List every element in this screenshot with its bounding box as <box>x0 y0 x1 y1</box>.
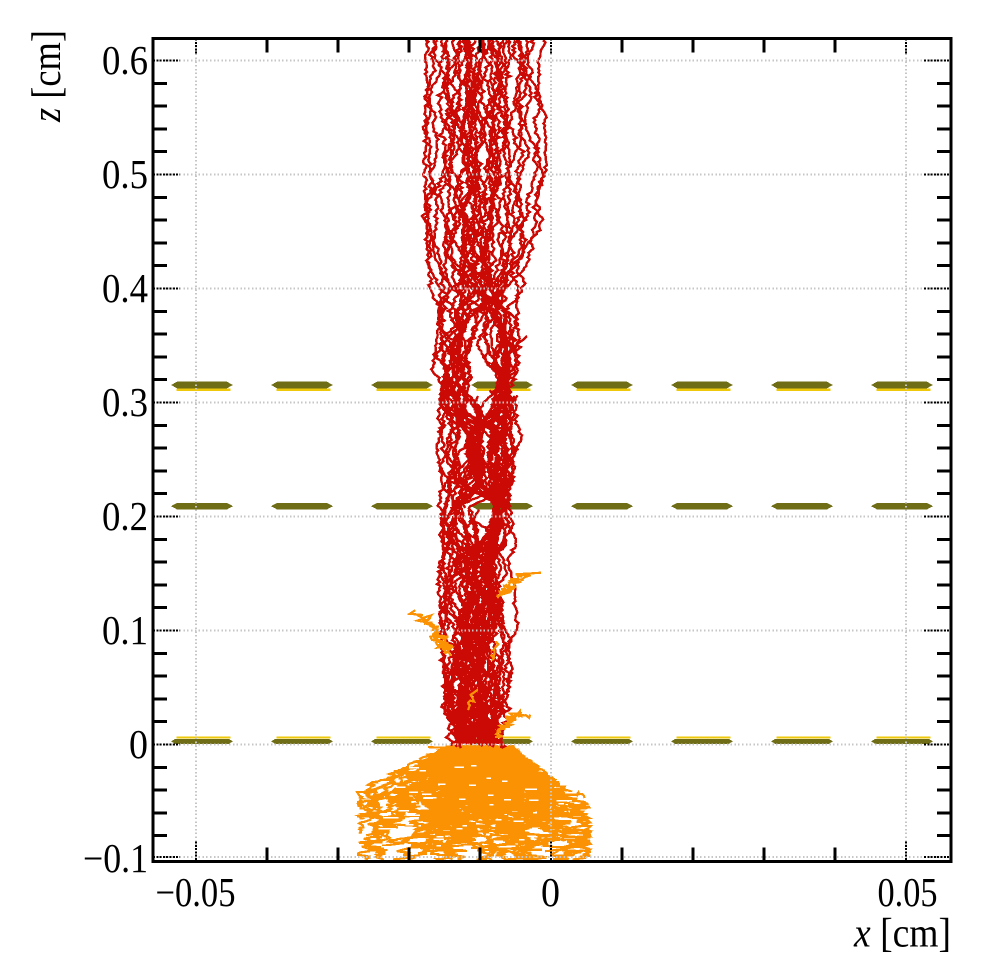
svg-text:0.2: 0.2 <box>102 493 148 539</box>
svg-text:0.3: 0.3 <box>102 379 148 425</box>
svg-text:−0.1: −0.1 <box>83 835 148 881</box>
svg-text:0.05: 0.05 <box>878 869 938 915</box>
svg-text:0.1: 0.1 <box>102 607 148 653</box>
svg-text:0.5: 0.5 <box>102 151 148 197</box>
svg-text:0: 0 <box>541 869 560 915</box>
svg-text:−0.05: −0.05 <box>156 869 236 915</box>
svg-text:x [cm]: x [cm] <box>853 910 951 956</box>
svg-text:0: 0 <box>129 721 148 767</box>
svg-text:0.4: 0.4 <box>102 265 148 311</box>
svg-text:0.6: 0.6 <box>102 37 148 83</box>
svg-text:z [cm]: z [cm] <box>23 30 69 123</box>
